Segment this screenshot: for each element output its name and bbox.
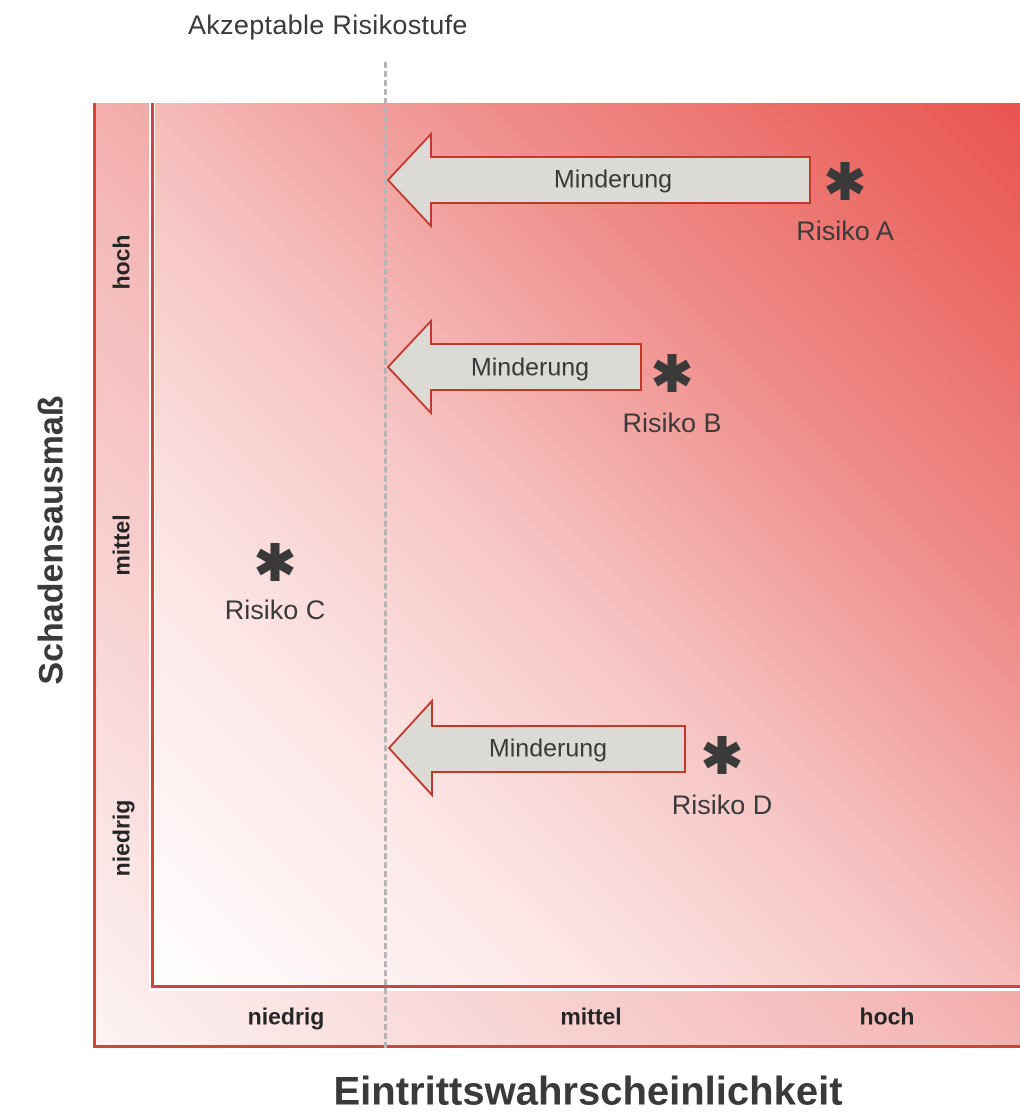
mitigation-arrow-b (386, 318, 643, 416)
mitigation-arrow-a (386, 131, 812, 229)
asterisk-icon (703, 736, 741, 774)
frame-left-edge (93, 103, 96, 1048)
risk-matrix (155, 103, 1020, 985)
threshold-label: Akzeptable Risikostufe (188, 10, 468, 40)
left-arrow-icon (387, 698, 686, 798)
mitigation-label-a: Minderung (553, 165, 673, 194)
y-axis-edge (151, 103, 154, 988)
x-tick-mittel: mittel (560, 1003, 622, 1030)
asterisk-icon (826, 162, 864, 200)
risk-label-d: Risiko D (671, 790, 773, 820)
x-tick-niedrig: niedrig (247, 1003, 325, 1030)
y-tick-mittel: mittel (108, 514, 135, 576)
mitigation-label-d: Minderung (488, 734, 608, 763)
mitigation-label-b: Minderung (470, 353, 590, 382)
risk-label-b: Risiko B (622, 408, 722, 438)
asterisk-icon (256, 543, 294, 581)
y-axis-title: Schadensausmaß (32, 395, 71, 685)
y-tick-hoch: hoch (108, 234, 135, 290)
risk-label-a: Risiko A (796, 216, 894, 246)
x-axis-line (149, 985, 1020, 991)
left-arrow-icon (386, 318, 642, 416)
x-tick-hoch: hoch (859, 1003, 915, 1030)
risk-label-c: Risiko C (224, 595, 326, 625)
x-axis-edge (151, 985, 1020, 988)
frame-bottom-edge (93, 1045, 1020, 1048)
x-axis-title: Eintrittswahrscheinlichkeit (333, 1069, 843, 1114)
threshold-line (384, 62, 387, 1048)
mitigation-arrow-d (387, 698, 688, 798)
y-tick-niedrig: niedrig (108, 799, 135, 877)
asterisk-icon (653, 354, 691, 392)
left-arrow-icon (386, 131, 811, 229)
